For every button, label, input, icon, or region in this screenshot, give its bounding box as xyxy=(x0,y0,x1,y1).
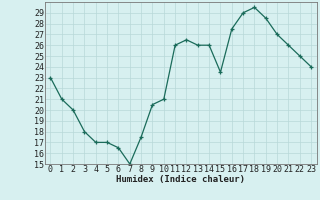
X-axis label: Humidex (Indice chaleur): Humidex (Indice chaleur) xyxy=(116,175,245,184)
